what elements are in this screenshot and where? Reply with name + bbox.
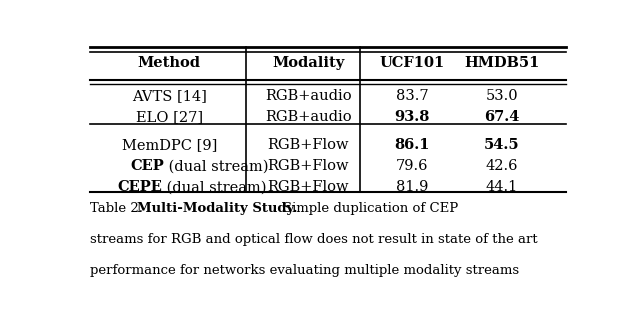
Text: RGB+Flow: RGB+Flow — [268, 138, 349, 152]
Text: RGB+audio: RGB+audio — [265, 110, 351, 124]
Text: 83.7: 83.7 — [396, 89, 429, 103]
Text: (dual stream): (dual stream) — [164, 159, 268, 173]
Text: AVTS [14]: AVTS [14] — [132, 89, 207, 103]
Text: 67.4: 67.4 — [484, 110, 519, 124]
Text: 93.8: 93.8 — [395, 110, 430, 124]
Text: UCF101: UCF101 — [380, 56, 445, 70]
Text: Multi-Modality Study.: Multi-Modality Study. — [137, 202, 298, 215]
Text: HMDB51: HMDB51 — [464, 56, 540, 70]
Text: Modality: Modality — [272, 56, 344, 70]
Text: performance for networks evaluating multiple modality streams: performance for networks evaluating mult… — [90, 264, 519, 277]
Text: MemDPC [9]: MemDPC [9] — [122, 138, 217, 152]
Text: streams for RGB and optical flow does not result in state of the art: streams for RGB and optical flow does no… — [90, 233, 538, 246]
Text: 44.1: 44.1 — [486, 180, 518, 194]
Text: RGB+Flow: RGB+Flow — [268, 180, 349, 194]
Text: ELO [27]: ELO [27] — [136, 110, 203, 124]
Text: (dual stream): (dual stream) — [163, 180, 267, 194]
Text: Simple duplication of CEP: Simple duplication of CEP — [284, 202, 459, 215]
Text: CEP: CEP — [130, 159, 164, 173]
Text: 81.9: 81.9 — [396, 180, 429, 194]
Text: 53.0: 53.0 — [485, 89, 518, 103]
Text: RGB+audio: RGB+audio — [265, 89, 351, 103]
Text: CEPE: CEPE — [118, 180, 163, 194]
Text: 54.5: 54.5 — [484, 138, 520, 152]
Text: 86.1: 86.1 — [395, 138, 430, 152]
Text: 42.6: 42.6 — [485, 159, 518, 173]
Text: 79.6: 79.6 — [396, 159, 429, 173]
Text: Method: Method — [138, 56, 201, 70]
Text: RGB+Flow: RGB+Flow — [268, 159, 349, 173]
Text: Table 2.: Table 2. — [90, 202, 143, 215]
